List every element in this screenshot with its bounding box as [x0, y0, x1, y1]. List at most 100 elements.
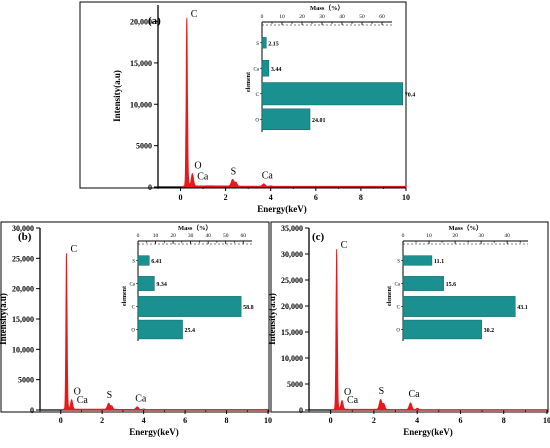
inset-bar: [137, 276, 155, 291]
x-tick-label: 0: [329, 416, 333, 425]
inset-x-tick-label: 60: [240, 233, 246, 239]
mass-inset: 0 10 20 30 40 50 60 Mass（%） element S 6.41 Ca 9.34 C 5…: [122, 224, 254, 341]
x-axis-label: Energy(keV): [257, 204, 307, 214]
y-tick-label: 0: [148, 183, 152, 192]
inset-x-tick-label: 30: [188, 233, 194, 239]
inset-bar: [137, 255, 150, 266]
y-axis-label: Intensity(a.u): [0, 293, 8, 345]
x-tick-label: 8: [359, 193, 363, 202]
inset-x-tick-label: 0: [137, 233, 140, 239]
inset-title: Mass（%）: [310, 4, 344, 12]
inset-x-tick-label: 0: [261, 14, 264, 20]
inset-bar: [137, 296, 242, 317]
inset-bar: [261, 108, 311, 130]
y-tick-label: 15,000: [12, 315, 34, 324]
inset-x-tick-label: 10: [426, 233, 432, 239]
inset-category-label: C: [132, 306, 136, 311]
x-tick-label: 2: [372, 416, 376, 425]
spectrum-panel: 0 2 4 6 8 10 0 5000 10,000 15,000 20,000 25,000 30,0…: [0, 221, 272, 437]
inset-bar: [261, 60, 270, 77]
inset-category-label: O: [131, 329, 135, 334]
inset-bar: [261, 82, 404, 106]
spectrum-trace: [61, 253, 269, 411]
inset-value-label: 9.34: [156, 282, 167, 288]
y-tick-label: 25,000: [12, 254, 34, 263]
peak-label: O: [194, 161, 201, 172]
x-tick-label: 2: [100, 416, 104, 425]
panel-frame: [0, 221, 270, 413]
panel-label: (a): [148, 15, 161, 27]
y-tick-label: 35,000: [281, 224, 303, 233]
y-tick-label: 20,000: [281, 302, 303, 311]
inset-value-label: 15.6: [446, 282, 457, 288]
y-tick-label: 0: [30, 406, 34, 415]
y-tick-label: 20,000: [130, 18, 152, 27]
inset-x-tick-label: 10: [279, 14, 285, 20]
peak-label: S: [379, 386, 385, 397]
y-tick-label: 5000: [287, 380, 303, 389]
peak-label: Ca: [135, 393, 147, 404]
peak-label: C: [70, 244, 77, 255]
inset-x-tick-label: 20: [170, 233, 176, 239]
peak-label: Ca: [408, 389, 420, 400]
inset-value-label: 11.1: [434, 259, 444, 265]
inset-x-tick-label: 60: [379, 14, 385, 20]
inset-title: Mass（%）: [449, 224, 483, 232]
inset-x-tick-label: 0: [402, 233, 405, 239]
inset-y-label: element: [122, 286, 128, 306]
inset-title: Mass（%）: [178, 224, 212, 232]
inset-category-label: C: [256, 93, 260, 98]
inset-value-label: 6.41: [151, 259, 162, 265]
x-tick-label: 2: [224, 193, 228, 202]
x-tick-label: 10: [264, 416, 272, 425]
inset-category-label: Ca: [253, 67, 259, 72]
inset-value-label: 2.15: [268, 41, 279, 47]
y-tick-label: 25,000: [281, 276, 303, 285]
mass-inset: 0 10 20 30 40 50 60 Mass（%） element S 2.15 Ca 3.44 C 7…: [246, 4, 415, 132]
y-tick-label: 10,000: [130, 100, 152, 109]
y-tick-label: 30,000: [12, 224, 34, 233]
inset-x-tick-label: 30: [319, 14, 325, 20]
inset-category-label: S: [397, 260, 400, 265]
inset-x-tick-label: 20: [452, 233, 458, 239]
peak-label: S: [107, 390, 113, 401]
mass-inset: 0 10 20 30 40 Mass（%） element S 11.1 Ca 15.6 C 43.1 O…: [387, 224, 528, 341]
spectrum-panel: 0 2 4 6 8 10 0 5000 10,000 15,000 20,000 25,000 30,0…: [267, 221, 550, 437]
inset-bar: [402, 276, 444, 291]
inset-value-label: 70.4: [405, 92, 416, 98]
inset-bar: [137, 319, 183, 340]
peak-label: O: [344, 387, 351, 398]
y-tick-label: 10,000: [12, 345, 34, 354]
peak-label: S: [231, 166, 237, 177]
x-tick-label: 10: [402, 193, 410, 202]
spectrum-panel: 0 2 4 6 8 10 0 5000 10,000 15,000 20,000 Energy(keV…: [79, 1, 415, 214]
inset-y-label: element: [387, 286, 393, 306]
y-tick-label: 5000: [136, 142, 152, 151]
peak-label: Ca: [262, 171, 274, 182]
inset-category-label: S: [256, 42, 259, 47]
inset-category-label: O: [255, 118, 259, 123]
inset-x-tick-label: 50: [223, 233, 229, 239]
inset-category-label: C: [397, 306, 401, 311]
inset-value-label: 24.01: [312, 118, 326, 124]
peak-label: Ca: [197, 171, 209, 182]
spectrum-trace: [331, 248, 548, 411]
inset-value-label: 25.4: [185, 328, 196, 334]
inset-x-tick-label: 50: [359, 14, 365, 20]
y-tick-label: 5000: [18, 376, 34, 385]
panel-label: (b): [18, 231, 32, 243]
inset-value-label: 43.1: [517, 305, 528, 311]
inset-x-tick-label: 40: [504, 233, 510, 239]
y-tick-label: 10,000: [281, 354, 303, 363]
x-tick-label: 6: [458, 416, 462, 425]
inset-bar: [402, 255, 433, 266]
x-tick-label: 8: [225, 416, 229, 425]
peak-label: Ca: [347, 395, 359, 406]
inset-category-label: S: [132, 260, 135, 265]
inset-bar: [402, 319, 482, 340]
spectrum-trace: [181, 17, 407, 188]
x-tick-label: 0: [179, 193, 183, 202]
inset-category-label: Ca: [394, 283, 400, 288]
panel-frame: [270, 221, 549, 413]
